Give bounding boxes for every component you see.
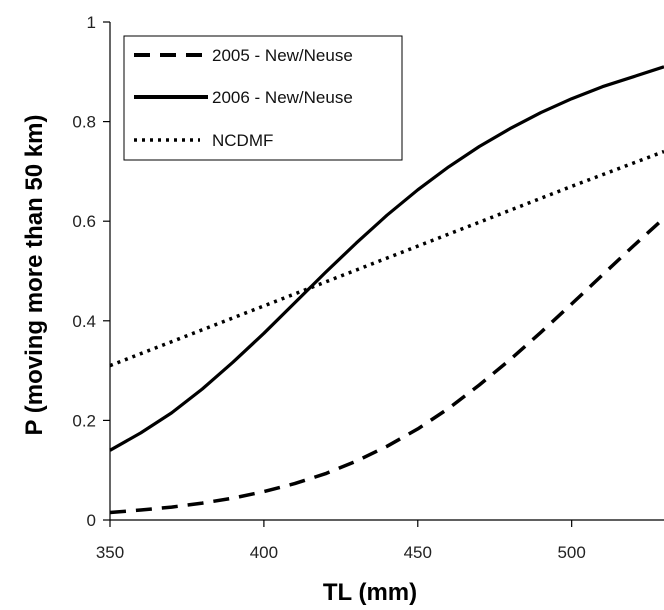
y-tick-label: 0 — [87, 511, 96, 530]
plot-area — [109, 65, 664, 515]
x-axis-title: TL (mm) — [323, 579, 417, 606]
x-tick-label: 500 — [557, 543, 585, 562]
y-tick-label: 0.6 — [72, 212, 96, 231]
x-tick-label: 350 — [96, 543, 124, 562]
x-tick-label: 450 — [404, 543, 432, 562]
legend-label-2005: 2005 - New/Neuse — [212, 46, 353, 65]
series-line-2006-new-neuse — [109, 65, 664, 452]
y-tick-label: 0.4 — [72, 312, 96, 331]
series-line-ncdmf — [109, 149, 664, 368]
y-axis-title: P (moving more than 50 km) — [21, 115, 48, 436]
series-line-2005-new-neuse — [109, 216, 664, 515]
legend: 2005 - New/Neuse 2006 - New/Neuse NCDMF — [123, 35, 403, 161]
y-tick-label: 0.8 — [72, 113, 96, 132]
legend-label-2006: 2006 - New/Neuse — [212, 88, 353, 107]
legend-label-ncdmf: NCDMF — [212, 131, 273, 150]
y-tick-label: 1 — [87, 13, 96, 32]
x-tick-label: 400 — [250, 543, 278, 562]
y-tick-label: 0.2 — [72, 411, 96, 430]
x-axis-ticks: 350 400 450 500 — [96, 520, 586, 562]
y-axis-ticks: 0 0.2 0.4 0.6 0.8 1 — [72, 13, 110, 530]
